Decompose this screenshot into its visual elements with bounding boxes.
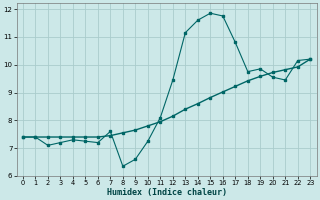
X-axis label: Humidex (Indice chaleur): Humidex (Indice chaleur) (107, 188, 227, 197)
